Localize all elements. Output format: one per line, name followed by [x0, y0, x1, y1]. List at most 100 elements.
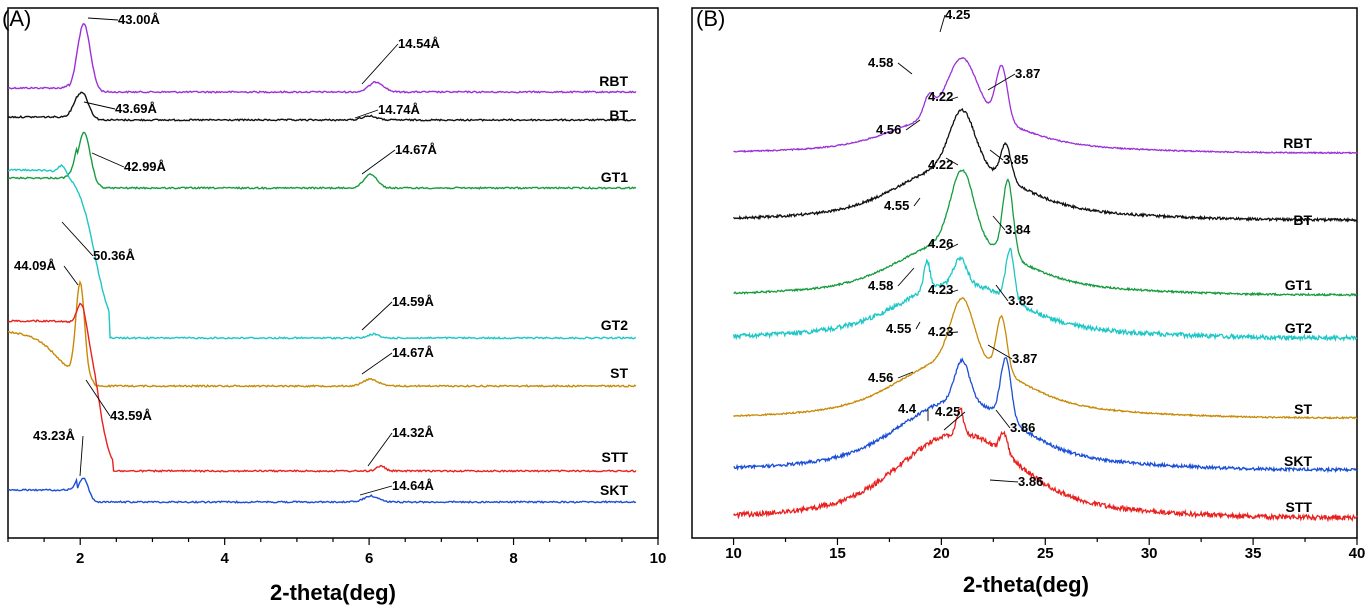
- panel-b-label: (B): [696, 6, 725, 31]
- panel-b-label-stt: STT: [1286, 499, 1313, 515]
- panel-b-peak-label-rbt-1: 4.25: [945, 7, 970, 22]
- panel-b-leader-bt-2: [989, 149, 1004, 161]
- panel-b-peak-label-stt-0: 4.4: [898, 401, 917, 416]
- panel-b-peak-label-stt-2: 3.86: [1018, 474, 1043, 489]
- panel-b-tick-label: 20: [933, 545, 950, 562]
- panel-a-peak-label-bt-0: 43.69Å: [115, 101, 158, 116]
- panel-b-line-st: [733, 296, 1358, 420]
- panel-b-leader-stt-2: [989, 479, 1019, 483]
- panel-b-label-skt: SKT: [1284, 453, 1312, 469]
- panel-b-leader-bt-0: [905, 119, 921, 131]
- panel-b-line-gt2: [732, 247, 1358, 343]
- panel-a-series-st: ST 44.09Å 14.67Å: [7, 258, 637, 388]
- panel-a-line-gt2: [7, 163, 637, 340]
- panel-a-line-bt: [7, 91, 637, 122]
- panel-b-leader-gt1-2: [992, 215, 1006, 231]
- panel-b-x-axis: 10 15 20 25 30 35 40: [725, 538, 1365, 562]
- panel-b-peak-label-bt-0: 4.56: [876, 122, 901, 137]
- panel-b-peak-label-gt1-0: 4.55: [884, 198, 909, 213]
- panel-a-peak-label-rbt-1: 14.54Å: [398, 36, 441, 51]
- panel-a-leader-bt-0: [83, 101, 116, 110]
- panel-a-leader-gt2-0: [61, 221, 94, 257]
- panel-a-line-st: [7, 279, 637, 388]
- panel-b-label-gt2: GT2: [1285, 320, 1312, 336]
- panel-b-leader-skt-0: [897, 371, 914, 379]
- panel-b-leader-st-2: [987, 344, 1013, 360]
- panel-b-label-bt: BT: [1293, 212, 1312, 228]
- panel-a-leader-bt-1: [354, 109, 379, 119]
- panel-b-leader-gt2-0: [897, 267, 915, 287]
- panel-b-peak-label-skt-2: 3.86: [1010, 420, 1035, 435]
- panel-b-peak-label-st-0: 4.55: [886, 321, 911, 336]
- panel-a-series-rbt: RBT 43.00Å 14.54Å: [7, 12, 637, 94]
- panel-a-series-stt: STT 43.59Å 14.32Å: [7, 302, 637, 473]
- panel-a-leader-gt1-1: [361, 149, 396, 175]
- panel-b-peak-label-rbt-0: 4.58: [868, 55, 893, 70]
- panel-b-series-gt2: GT2 4.58 4.26 3.82: [732, 236, 1358, 343]
- panel-b-leader-gt1-1: [945, 157, 959, 166]
- panel-b-series-stt: STT 4.4 4.25 3.86: [733, 401, 1358, 523]
- panel-b-peak-label-skt-0: 4.56: [868, 370, 893, 385]
- panel-a-frame: [7, 7, 659, 539]
- panel-b-leader-st-0: [915, 321, 921, 330]
- panel-a-x-axis: 2 4 6 8 10: [7, 538, 667, 567]
- panel-b-peak-label-gt2-1: 4.26: [928, 236, 953, 251]
- panel-a-leader-st-0: [63, 265, 79, 286]
- panel-b-line-gt1: [733, 169, 1357, 297]
- panel-a-line-gt1: [7, 131, 637, 190]
- panel-b-leader-skt-1: [945, 331, 959, 334]
- panel-b-peak-label-gt1-2: 3.84: [1005, 222, 1031, 237]
- panel-a-label-skt: SKT: [600, 482, 628, 498]
- panel-a-leader-skt-0: [79, 435, 84, 477]
- panel-b-peak-label-st-2: 3.87: [1012, 351, 1037, 366]
- panel-a-peak-label-stt-1: 14.32Å: [392, 425, 435, 440]
- panel-b-peak-label-stt-1: 4.25: [935, 404, 960, 419]
- panel-b-peak-label-skt-1: 4.23: [928, 324, 953, 339]
- panel-b-tick-label: 10: [725, 545, 742, 562]
- panel-b-line-skt: [733, 357, 1358, 474]
- panel-b-tick-label: 25: [1037, 545, 1054, 562]
- panel-b-series-skt: SKT 4.56 4.23 3.86: [733, 324, 1358, 474]
- panel-b-tick-label: 40: [1349, 545, 1366, 562]
- panel-a-leader-skt-1: [359, 485, 393, 496]
- panel-a-series: RBT 43.00Å 14.54Å BT 43.69Å 14.74Å GT1 42.99Å 14…: [7, 12, 637, 504]
- panel-b-series-gt1: GT1 4.55 4.22 3.84: [733, 157, 1357, 297]
- panel-a-peak-label-gt2-0: 50.36Å: [93, 248, 136, 263]
- panel-a-peak-label-gt1-1: 14.67Å: [395, 142, 438, 157]
- panel-a-leader-st-1: [361, 352, 393, 375]
- panel-a-tick-label: 8: [509, 550, 517, 567]
- panel-a-label-gt2: GT2: [601, 317, 628, 333]
- panel-a-tick-label: 4: [220, 550, 229, 567]
- panel-a-label-st: ST: [610, 365, 628, 381]
- panel-a-peak-label-gt1-0: 42.99Å: [124, 159, 167, 174]
- panel-b-leader-gt2-2: [995, 284, 1009, 302]
- panel-b-peak-label-st-1: 4.23: [928, 282, 953, 297]
- panel-a-x-axis-title: 2-theta(deg): [270, 580, 396, 605]
- panel-a-series-bt: BT 43.69Å 14.74Å: [7, 91, 637, 123]
- panel-b-tick-label: 15: [829, 545, 846, 562]
- panel-a-tick-label: 6: [365, 550, 373, 567]
- panel-a-leader-gt2-1: [361, 301, 393, 331]
- panel-b-tick-label: 30: [1141, 545, 1158, 562]
- panel-a-leader-gt1-0: [91, 152, 125, 168]
- panel-b-series: RBT 4.58 4.25 3.87 BT 4.56 4.22 3.85 GT1 4.55 4.22…: [732, 7, 1358, 523]
- panel-b-leader-gt2-1: [945, 243, 959, 251]
- panel-b-line-rbt: [733, 56, 1358, 155]
- panel-a-peak-label-stt-0: 43.59Å: [110, 408, 153, 423]
- panel-a-label-bt: BT: [609, 107, 628, 123]
- panel-a-line-stt: [7, 302, 637, 473]
- panel-b-leader-stt-1: [943, 411, 966, 431]
- panel-a-peak-label-st-0: 44.09Å: [14, 258, 57, 273]
- panel-b-series-rbt: RBT 4.58 4.25 3.87: [733, 7, 1358, 155]
- panel-a-tick-label: 2: [76, 550, 84, 567]
- panel-a-peak-label-st-1: 14.67Å: [392, 345, 435, 360]
- panel-b-peak-label-bt-2: 3.85: [1003, 152, 1028, 167]
- panel-b-series-bt: BT 4.56 4.22 3.85: [733, 89, 1358, 228]
- panel-a-label-stt: STT: [602, 449, 629, 465]
- panel-a-line-rbt: [7, 22, 637, 94]
- panel-b-peak-label-bt-1: 4.22: [928, 89, 953, 104]
- panel-a-series-gt1: GT1 42.99Å 14.67Å: [7, 131, 637, 190]
- panel-a-label-gt1: GT1: [601, 169, 628, 185]
- panel-a-tick-label: 10: [650, 550, 667, 567]
